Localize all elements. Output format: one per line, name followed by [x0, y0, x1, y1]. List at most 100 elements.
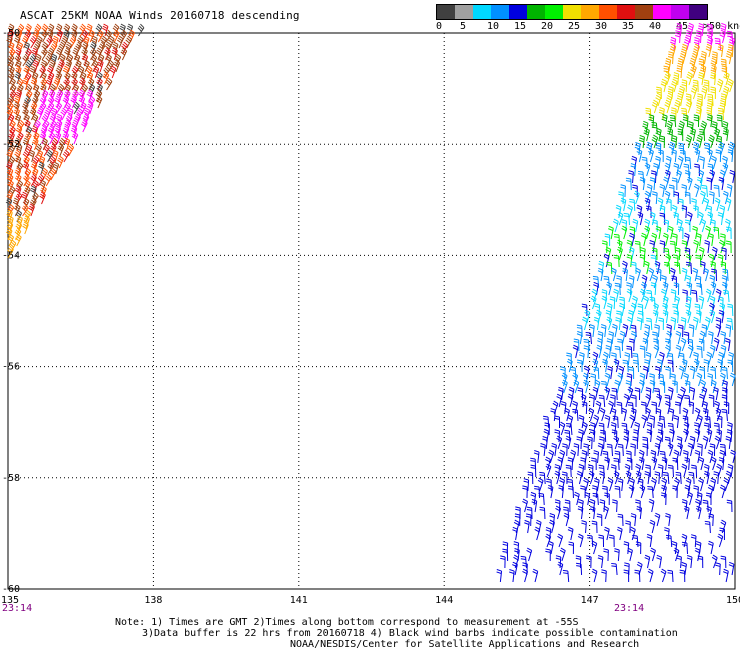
barb-shaft [726, 269, 729, 282]
barb-flag [657, 422, 663, 425]
barb-shaft [680, 472, 682, 485]
barb-flag [547, 487, 553, 491]
barb-flag [726, 242, 732, 245]
wind-barb [616, 401, 623, 415]
barb-shaft [700, 283, 703, 296]
barb-flag [695, 498, 701, 502]
barb-flag [665, 344, 671, 349]
barb-flag [556, 393, 562, 397]
barb-flag [700, 379, 706, 384]
barb-flag [655, 512, 661, 516]
barb-flag [59, 61, 64, 66]
barb-flag [129, 31, 134, 36]
barb-flag [667, 128, 673, 131]
barb-flag [37, 35, 43, 40]
barb-flag [637, 310, 643, 313]
barb-flag [651, 124, 657, 126]
barb-flag [715, 197, 721, 201]
barb-flag [550, 410, 556, 413]
barb-shaft [705, 325, 708, 338]
barb-flag [47, 75, 53, 80]
barb-flag [97, 47, 103, 52]
barb-flag [690, 90, 696, 94]
barb-flag [653, 165, 659, 168]
barb-flag [522, 568, 528, 572]
barb-flag [677, 128, 683, 131]
barb-flag [33, 45, 39, 50]
barb-flag [31, 117, 37, 122]
barb-flag [701, 90, 707, 94]
barb-flag [675, 474, 681, 476]
barb-flag [591, 542, 597, 547]
barb-flag [597, 270, 603, 274]
barb-flag [694, 148, 700, 152]
barb-shaft [698, 375, 703, 387]
barb-flag [620, 330, 626, 334]
wind-barb [617, 513, 624, 527]
barb-flag [661, 274, 667, 278]
barb-flag [616, 242, 622, 246]
barb-flag [593, 358, 598, 362]
barb-flag [707, 333, 714, 336]
barb-flag [611, 354, 617, 357]
barb-flag [33, 85, 39, 90]
barb-flag [580, 485, 586, 488]
barb-flag [640, 372, 646, 376]
barb-flag [680, 319, 686, 322]
wind-barb [24, 95, 31, 109]
barb-flag [686, 101, 692, 106]
wind-barb [583, 379, 589, 394]
barb-flag [38, 107, 44, 112]
barb-flag [84, 109, 90, 114]
barb-flag [15, 55, 20, 60]
barb-flag [68, 107, 74, 111]
barb-flag [690, 365, 696, 369]
barb-flag [48, 97, 54, 102]
barb-flag [638, 173, 644, 175]
barb-flag [693, 316, 699, 320]
barb-flag [680, 50, 686, 54]
barb-flag [7, 27, 13, 32]
barb-flag [661, 116, 667, 119]
barb-flag [67, 55, 73, 60]
barb-flag [612, 220, 618, 225]
barb-shaft [700, 249, 705, 261]
barb-flag [704, 415, 710, 418]
barb-flag [670, 319, 676, 322]
barb-flag [710, 86, 716, 89]
wind-barb [609, 296, 616, 310]
barb-shaft [605, 570, 607, 583]
barb-flag [605, 312, 611, 315]
barb-flag [107, 29, 112, 34]
barb-flag [723, 76, 729, 80]
barb-flag [76, 39, 82, 44]
barb-flag [640, 235, 646, 239]
wind-barb [667, 359, 674, 373]
barb-flag [577, 389, 583, 392]
wind-barb [649, 415, 656, 429]
barb-flag [683, 235, 689, 239]
barb-flag [601, 291, 607, 294]
barb-flag [607, 479, 613, 484]
barb-flag [536, 519, 542, 523]
barb-flag [722, 164, 728, 169]
barb-flag [721, 277, 727, 280]
barb-flag [603, 529, 609, 533]
barb-flag [710, 221, 716, 224]
barb-flag [26, 91, 32, 96]
barb-flag [718, 351, 724, 355]
barb-flag [713, 132, 719, 136]
barb-flag [620, 200, 626, 204]
barb-flag [597, 333, 603, 336]
barb-flag [638, 459, 644, 463]
barb-flag [704, 144, 710, 147]
barb-shaft [666, 165, 671, 177]
wind-barb [627, 401, 634, 415]
barb-shaft [680, 66, 683, 79]
barb-flag [655, 97, 661, 101]
barb-flag [635, 543, 641, 546]
barb-flag [18, 25, 24, 30]
barb-shaft [566, 444, 568, 457]
barb-flag [72, 71, 78, 76]
barb-flag [651, 232, 657, 236]
